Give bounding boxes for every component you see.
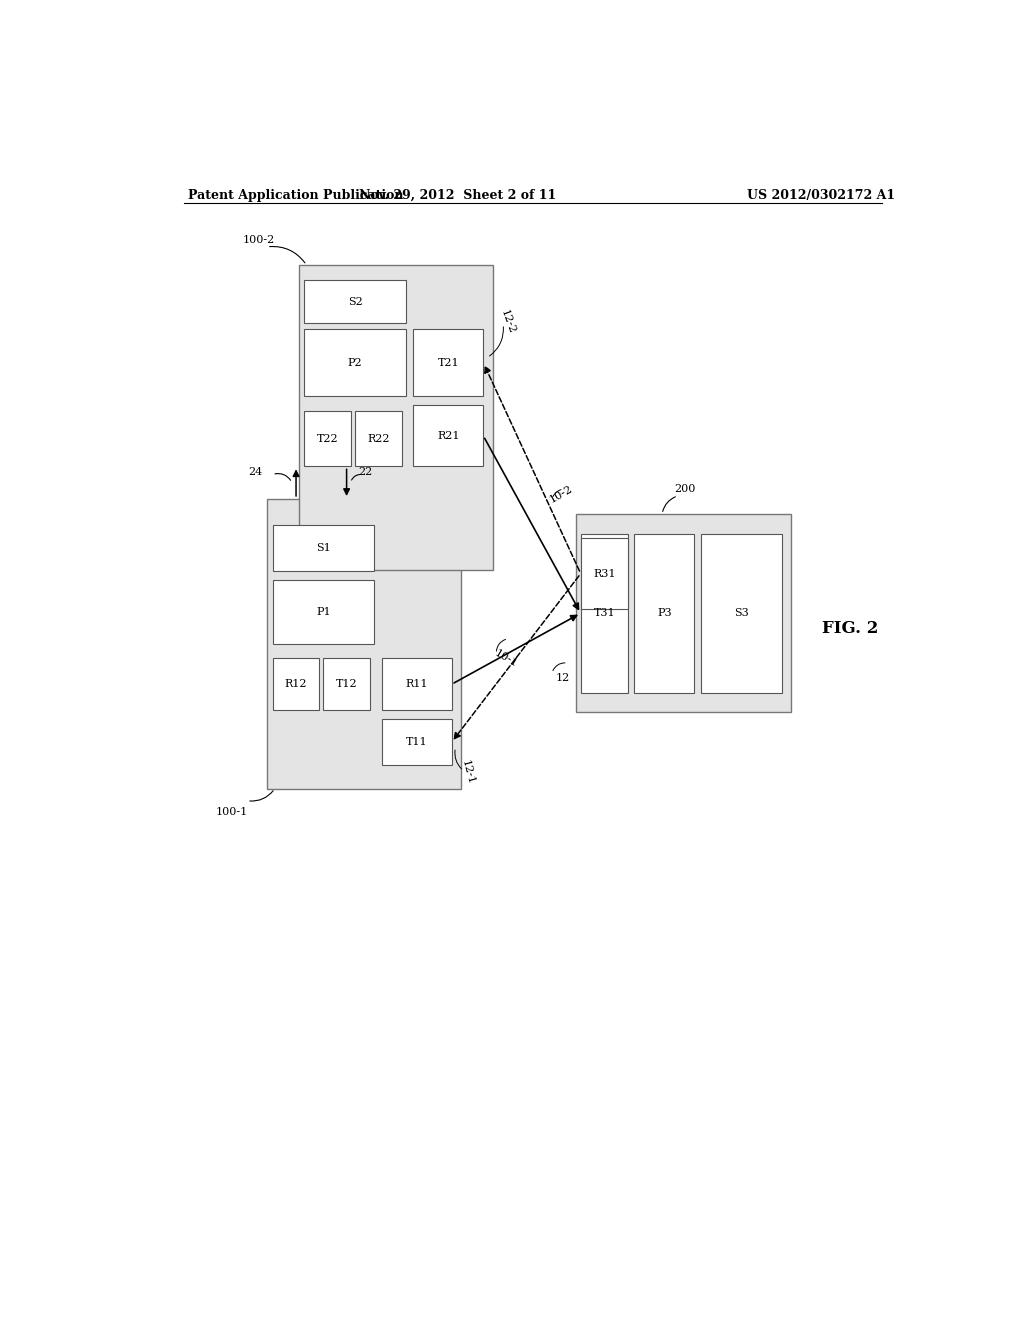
Text: US 2012/0302172 A1: US 2012/0302172 A1 bbox=[748, 189, 895, 202]
Text: 24: 24 bbox=[249, 467, 263, 478]
Text: T21: T21 bbox=[437, 358, 459, 368]
FancyBboxPatch shape bbox=[304, 329, 406, 396]
FancyBboxPatch shape bbox=[299, 265, 494, 570]
Text: Patent Application Publication: Patent Application Publication bbox=[187, 189, 403, 202]
Text: R22: R22 bbox=[367, 434, 389, 444]
FancyBboxPatch shape bbox=[272, 659, 319, 710]
Text: 12-1: 12-1 bbox=[460, 759, 476, 787]
FancyBboxPatch shape bbox=[355, 412, 401, 466]
FancyBboxPatch shape bbox=[272, 525, 374, 572]
Text: 200: 200 bbox=[674, 484, 695, 494]
Text: P2: P2 bbox=[348, 358, 362, 368]
FancyBboxPatch shape bbox=[581, 535, 628, 693]
FancyBboxPatch shape bbox=[304, 280, 406, 323]
FancyBboxPatch shape bbox=[577, 515, 791, 713]
FancyBboxPatch shape bbox=[700, 535, 782, 693]
FancyBboxPatch shape bbox=[304, 412, 351, 466]
Text: FIG. 2: FIG. 2 bbox=[822, 620, 879, 638]
Text: Nov. 29, 2012  Sheet 2 of 11: Nov. 29, 2012 Sheet 2 of 11 bbox=[358, 189, 556, 202]
Text: 100-2: 100-2 bbox=[243, 235, 275, 244]
FancyBboxPatch shape bbox=[414, 405, 483, 466]
Text: S1: S1 bbox=[315, 543, 331, 553]
Text: T22: T22 bbox=[317, 434, 339, 444]
Text: P1: P1 bbox=[316, 607, 331, 616]
Text: T31: T31 bbox=[594, 609, 615, 618]
Text: R11: R11 bbox=[406, 680, 428, 689]
Text: R12: R12 bbox=[285, 680, 307, 689]
Text: S2: S2 bbox=[347, 297, 362, 306]
Text: S3: S3 bbox=[734, 609, 749, 618]
Text: T11: T11 bbox=[406, 738, 427, 747]
Text: P3: P3 bbox=[657, 609, 672, 618]
Text: R21: R21 bbox=[437, 430, 460, 441]
Text: 10-1: 10-1 bbox=[493, 648, 519, 669]
Text: 22: 22 bbox=[358, 467, 373, 478]
FancyBboxPatch shape bbox=[382, 659, 452, 710]
FancyBboxPatch shape bbox=[414, 329, 483, 396]
FancyBboxPatch shape bbox=[324, 659, 370, 710]
FancyBboxPatch shape bbox=[267, 499, 461, 788]
FancyBboxPatch shape bbox=[581, 539, 628, 610]
Text: 100-1: 100-1 bbox=[215, 807, 248, 817]
Text: T12: T12 bbox=[336, 680, 357, 689]
Text: R31: R31 bbox=[593, 569, 615, 578]
FancyBboxPatch shape bbox=[382, 719, 452, 766]
Text: 10-2: 10-2 bbox=[548, 483, 574, 504]
Text: 12-2: 12-2 bbox=[500, 309, 517, 335]
Text: 12: 12 bbox=[556, 673, 570, 684]
FancyBboxPatch shape bbox=[272, 579, 374, 644]
FancyBboxPatch shape bbox=[634, 535, 694, 693]
